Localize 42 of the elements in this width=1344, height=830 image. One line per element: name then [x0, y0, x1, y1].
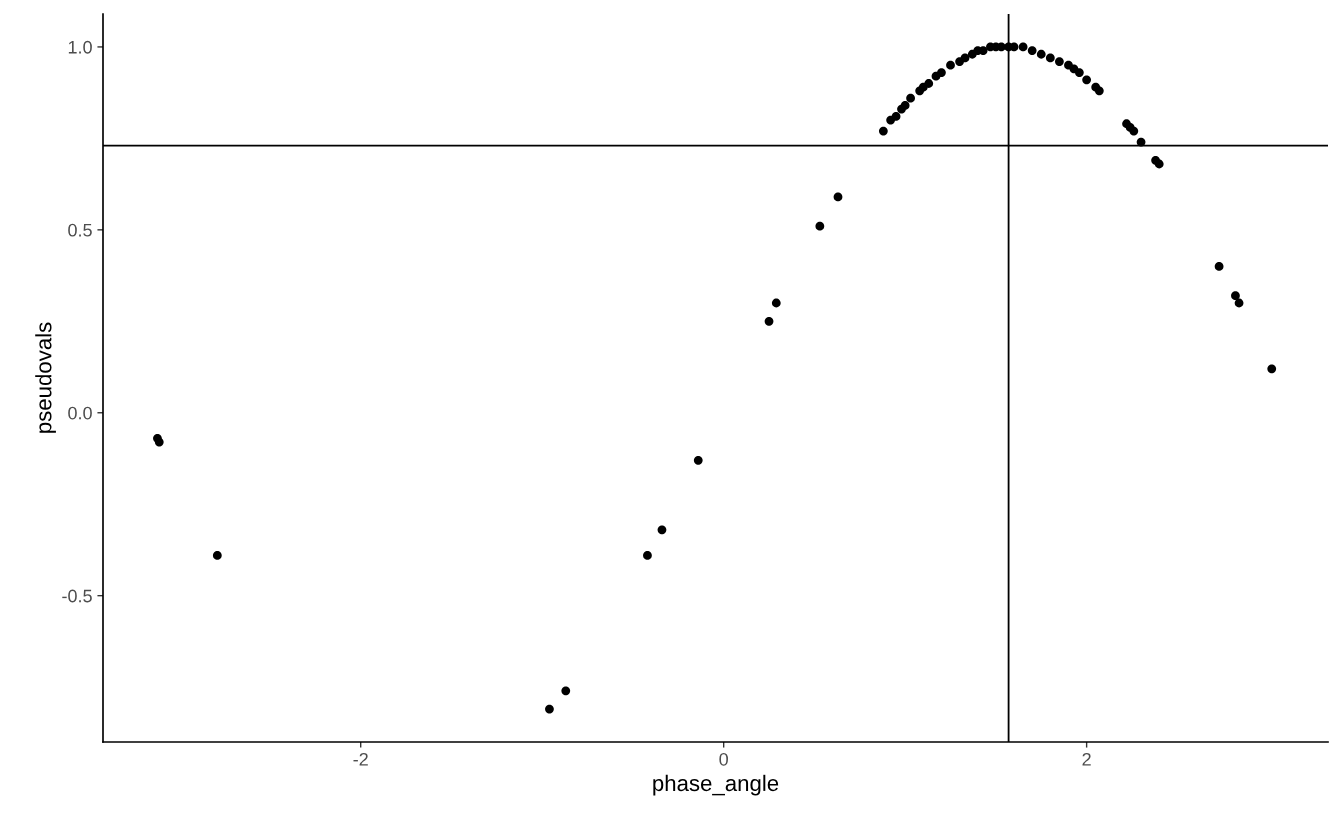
y-tick-label: 0.0 — [68, 406, 92, 420]
y-tick-label: -0.5 — [62, 589, 92, 603]
point — [833, 192, 843, 202]
point — [643, 551, 652, 560]
x-tick-label: 2 — [1082, 752, 1091, 766]
point — [906, 93, 915, 103]
point — [1267, 364, 1277, 374]
point — [1231, 291, 1240, 301]
point — [937, 68, 946, 77]
point — [657, 525, 667, 535]
point — [1018, 42, 1028, 52]
point — [815, 221, 825, 231]
point — [1154, 159, 1164, 169]
point — [1129, 126, 1139, 136]
point — [924, 79, 934, 88]
point — [946, 60, 955, 70]
x-tick-label: -2 — [353, 752, 368, 766]
point — [212, 551, 222, 560]
y-tick-label: 0.5 — [68, 223, 92, 237]
point — [693, 455, 703, 465]
point — [891, 112, 901, 121]
point — [900, 101, 910, 110]
point — [1027, 46, 1037, 55]
point — [1036, 49, 1046, 59]
point — [545, 704, 554, 714]
point — [1082, 75, 1092, 85]
point — [1074, 68, 1084, 77]
point — [561, 686, 571, 696]
point — [154, 437, 164, 447]
y-axis-title: pseudovals — [35, 322, 56, 433]
point — [764, 316, 774, 326]
x-axis-title: phase_angle — [653, 774, 779, 796]
point — [960, 53, 970, 63]
point — [1055, 57, 1064, 66]
point — [771, 298, 781, 308]
x-tick-label: 0 — [719, 752, 728, 766]
point — [1214, 262, 1224, 271]
point — [1234, 298, 1244, 308]
point — [878, 126, 888, 136]
y-tick-label: 1.0 — [68, 40, 92, 54]
point — [1045, 53, 1055, 63]
point — [1094, 86, 1104, 96]
